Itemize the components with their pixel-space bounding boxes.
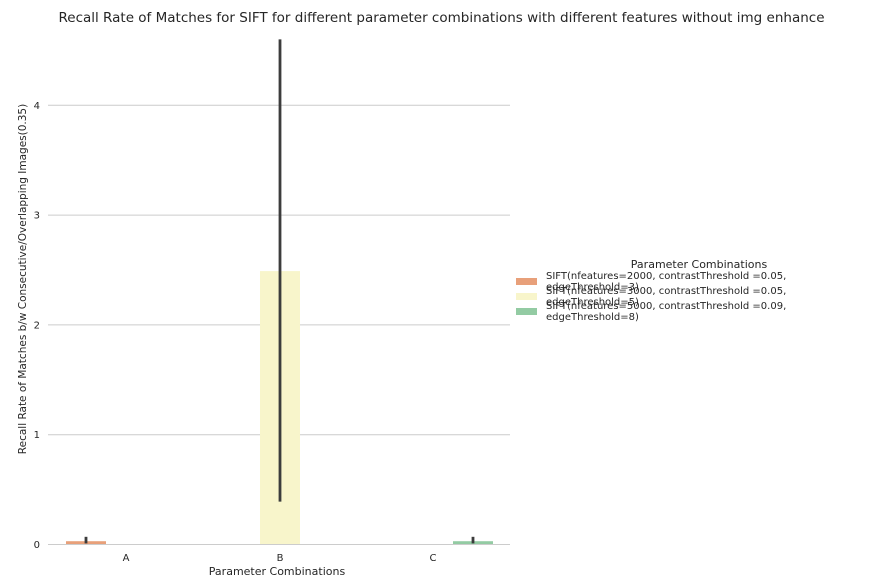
x-axis-label: Parameter Combinations bbox=[209, 565, 346, 576]
y-tick-label: 2 bbox=[34, 320, 40, 331]
x-tick-label: A bbox=[123, 553, 130, 564]
error-bars bbox=[84, 39, 475, 544]
legend-title: Parameter Combinations bbox=[630, 258, 768, 271]
legend-item: SIFT(nfeatures=5000, contrastThreshold =… bbox=[516, 301, 880, 323]
legend-item: SIFT(nfeatures=2000, contrastThreshold =… bbox=[516, 271, 880, 293]
legend-item: SIFT(nfeatures=3000, contrastThreshold =… bbox=[516, 286, 880, 308]
legend-swatch bbox=[516, 308, 537, 315]
x-tick-label: C bbox=[430, 553, 437, 564]
chart-title: Recall Rate of Matches for SIFT for diff… bbox=[58, 10, 825, 26]
legend-label: SIFT(nfeatures=3000, contrastThreshold =… bbox=[546, 285, 787, 308]
x-tick-label: B bbox=[277, 553, 284, 564]
legend-swatch bbox=[516, 278, 537, 285]
y-axis-label: Recall Rate of Matches b/w Consecutive/O… bbox=[17, 104, 29, 454]
legend-label: SIFT(nfeatures=5000, contrastThreshold =… bbox=[546, 300, 787, 323]
x-axis-ticks: A B C bbox=[123, 553, 437, 564]
legend: Parameter Combinations SIFT(nfeatures=20… bbox=[516, 258, 880, 323]
y-tick-label: 4 bbox=[34, 101, 40, 112]
legend-swatch bbox=[516, 293, 537, 300]
y-axis-ticks: 0 1 2 3 4 bbox=[34, 101, 40, 551]
y-tick-label: 3 bbox=[34, 211, 40, 222]
y-tick-label: 1 bbox=[34, 430, 40, 441]
legend-label: SIFT(nfeatures=2000, contrastThreshold =… bbox=[546, 270, 787, 293]
y-tick-label: 0 bbox=[34, 540, 40, 551]
